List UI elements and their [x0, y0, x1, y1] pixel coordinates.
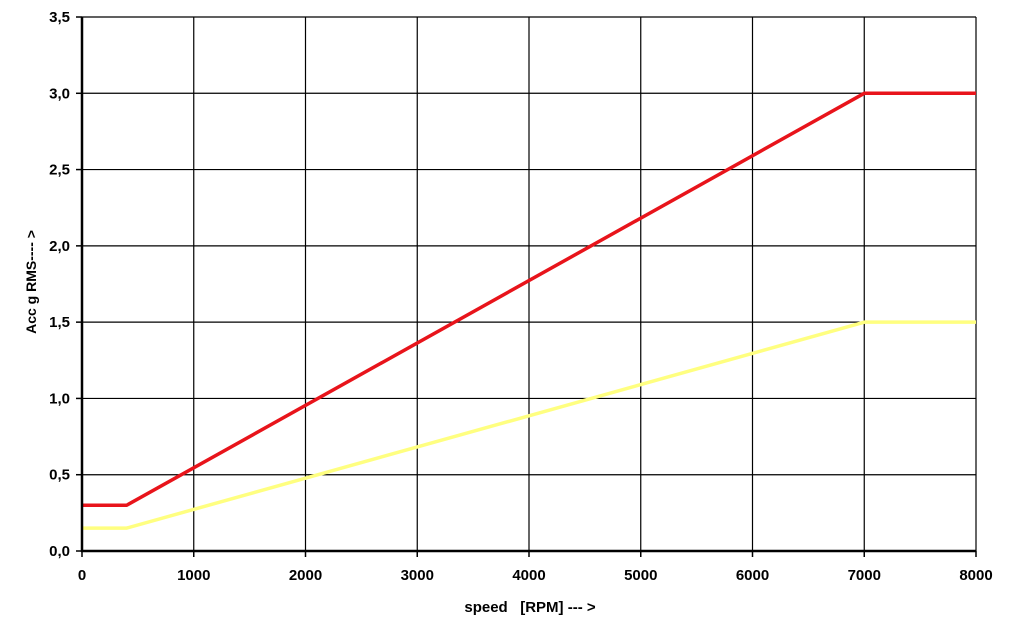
x-tick-label-1: 1000	[177, 567, 210, 584]
axes	[76, 16, 977, 557]
y-tick-label-3: 1,5	[49, 314, 70, 331]
x-tick-label-7: 7000	[848, 567, 881, 584]
series-layer	[82, 91, 976, 530]
x-tick-label-2: 2000	[289, 567, 322, 584]
y-tick-label-5: 2,5	[49, 162, 70, 179]
x-tick-label-5: 5000	[624, 567, 657, 584]
series-line-2	[82, 320, 976, 530]
y-tick-label-7: 3,5	[49, 9, 70, 26]
tick-labels: 0 1000 2000 3000 4000 5000 6000 7000 8000 0,0 0,5 1…	[49, 9, 993, 584]
y-tick-label-6: 3,0	[49, 85, 70, 102]
x-axis-title: speed [RPM] --- >	[464, 599, 595, 616]
y-tick-label-4: 2,0	[49, 238, 70, 255]
series-line-1	[82, 91, 976, 507]
y-axis-title: Acc g RMS---- >	[23, 230, 39, 334]
x-tick-label-6: 6000	[736, 567, 769, 584]
y-tick-label-0: 0,0	[49, 543, 70, 560]
x-tick-label-8: 8000	[959, 567, 992, 584]
x-tick-label-0: 0	[78, 567, 86, 584]
x-tick-label-4: 4000	[512, 567, 545, 584]
y-tick-label-1: 0,5	[49, 467, 70, 484]
grid	[81, 16, 977, 552]
x-tick-label-3: 3000	[401, 567, 434, 584]
y-tick-label-2: 1,0	[49, 390, 70, 407]
